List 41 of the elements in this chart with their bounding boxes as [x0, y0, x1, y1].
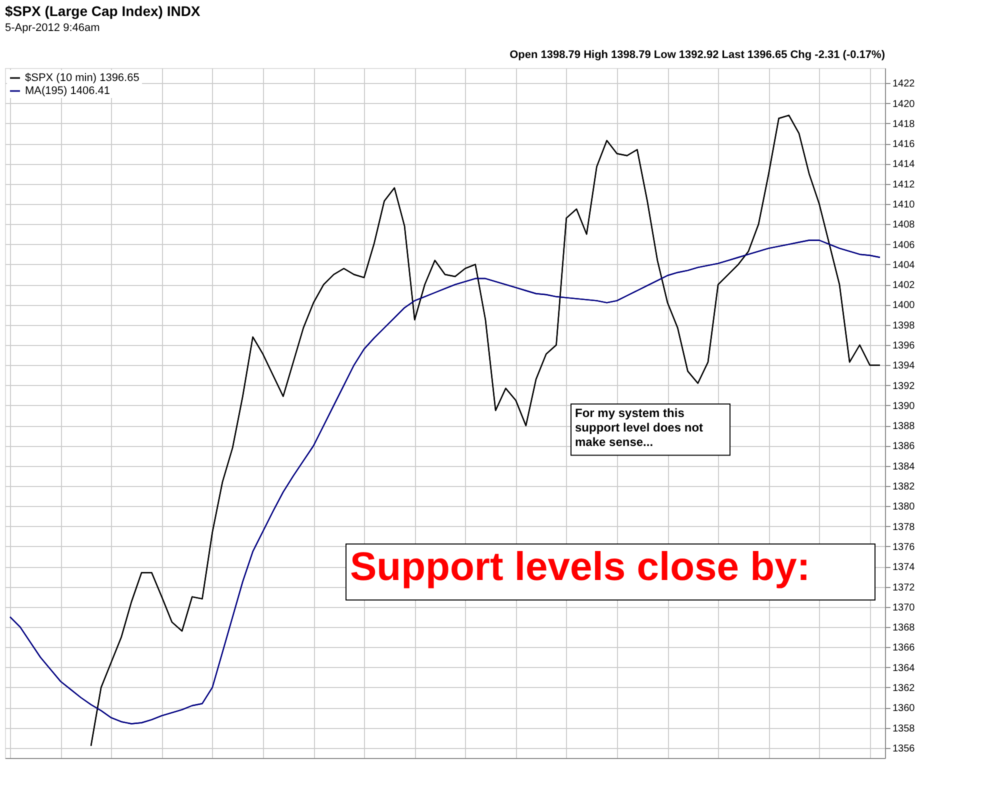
y-tick-label: 1362 [892, 682, 916, 694]
y-tick-label: 1420 [892, 98, 916, 110]
y-tick-label: 1390 [892, 400, 916, 412]
y-tick-label: 1364 [892, 662, 916, 674]
y-tick-label: 1406 [892, 240, 916, 251]
y-tick-label: 1402 [892, 280, 916, 292]
annotation: Support levels close by: [350, 545, 810, 589]
y-tick-label: 1386 [892, 441, 916, 452]
chart-title: $SPX (Large Cap Index) INDX [5, 3, 201, 19]
y-tick-label: 1400 [892, 300, 916, 312]
y-tick-label: 1366 [892, 642, 916, 654]
y-tick-label: 1378 [892, 522, 916, 533]
y-tick-label: 1422 [892, 78, 916, 90]
y-tick-label: 1358 [892, 723, 916, 734]
y-tick-label: 1418 [892, 118, 916, 130]
y-tick-label: 1382 [892, 482, 916, 493]
y-tick-label: 1384 [892, 461, 916, 472]
annotation: For my system this support level does not make sense... [575, 406, 704, 449]
y-tick-label: 1404 [892, 260, 916, 271]
y-tick-label: 1380 [892, 502, 916, 513]
y-tick-label: 1392 [892, 380, 916, 392]
y-tick-label: 1412 [892, 179, 916, 190]
y-tick-label: 1388 [892, 421, 916, 432]
y-tick-label: 1356 [892, 743, 916, 754]
y-tick-label: 1370 [892, 602, 916, 614]
y-tick-label: 1396 [892, 340, 916, 352]
chart-subtitle: 5-Apr-2012 9:46am [5, 22, 100, 34]
y-tick-label: 1408 [892, 220, 916, 231]
y-tick-label: 1372 [892, 582, 916, 594]
y-tick-label: 1416 [892, 139, 916, 150]
legend-label: MA(195) 1406.41 [25, 85, 110, 97]
legend-label: $SPX (10 min) 1396.65 [25, 72, 140, 84]
y-tick-label: 1360 [892, 703, 916, 714]
y-tick-label: 1398 [892, 320, 916, 332]
y-tick-label: 1368 [892, 622, 916, 634]
y-tick-label: 1376 [892, 542, 916, 553]
y-tick-label: 1394 [892, 360, 916, 372]
y-tick-label: 1414 [892, 159, 916, 170]
y-tick-label: 1374 [892, 562, 916, 574]
text: Open 1398.79 High 1398.79 Low 1392.92 Last 1396.65 Chg -2.31 (-0.17%) [510, 49, 886, 61]
y-tick-label: 1410 [892, 199, 916, 210]
